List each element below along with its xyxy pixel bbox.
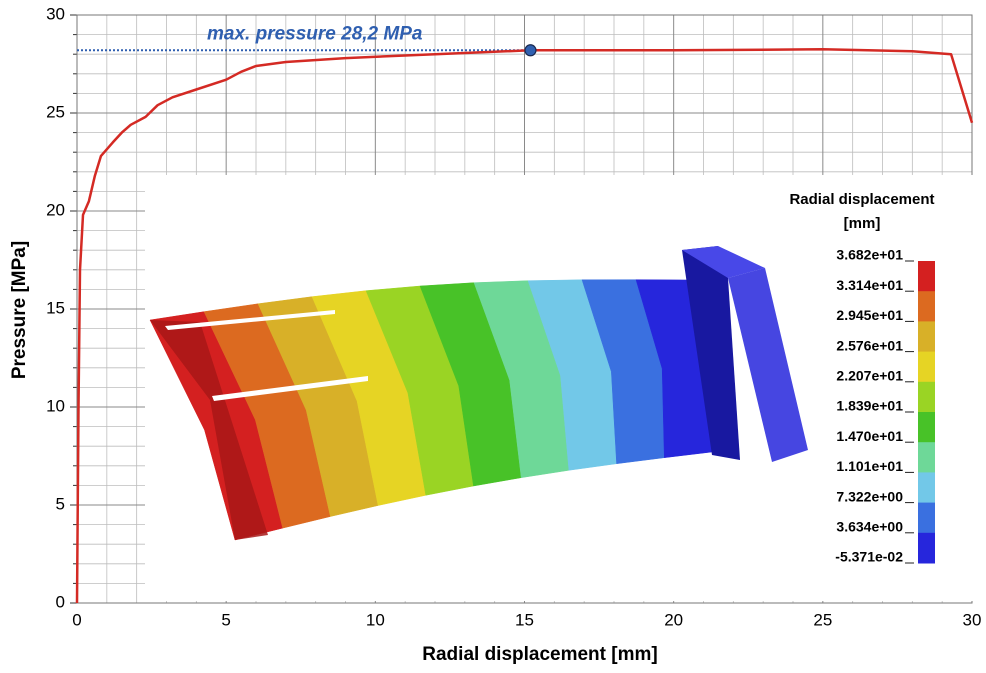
colorbar-segment [918,261,935,292]
colorbar-label: 1.839e+01 [836,398,903,414]
chart: Radial displacement [mm] Pressure [MPa] … [0,0,986,668]
page: Radial displacement [mm] Pressure [MPa] … [0,0,986,673]
colorbar-segment [918,382,935,413]
x-tick-label: 10 [366,610,385,629]
y-axis-label: Pressure [MPa] [9,241,30,379]
colorbar-segment [918,533,935,564]
y-tick-label: 30 [46,4,65,23]
y-tick-label: 0 [56,592,65,611]
y-tick-label: 20 [46,200,65,219]
colorbar-label: 3.634e+00 [836,519,903,535]
y-tick-label: 25 [46,102,65,121]
colorbar-segment [918,412,935,443]
colorbar-unit: [mm] [844,215,881,232]
colorbar-label: 1.470e+01 [836,428,903,444]
y-tick-label: 15 [46,298,65,317]
colorbar-label: 2.207e+01 [836,368,903,384]
annotation-text: max. pressure 28,2 MPa [207,23,423,44]
y-tick-label: 10 [46,396,65,415]
colorbar-label: 7.322e+00 [836,488,903,504]
colorbar-title: Radial displacement [789,191,934,208]
x-tick-label: 5 [221,610,230,629]
colorbar-segment [918,472,935,503]
x-tick-label: 15 [515,610,534,629]
colorbar-label: 2.945e+01 [836,307,903,323]
colorbar-segment [918,352,935,383]
colorbar-segment [918,321,935,352]
colorbar-label: 3.314e+01 [836,277,903,293]
colorbar-segment [918,442,935,473]
fem-inset: Radial displacement [mm] 3.682e+01 3.314e+0… [145,175,985,601]
colorbar-label: 1.101e+01 [836,458,903,474]
colorbar-label: 3.682e+01 [836,247,903,263]
x-tick-label: 20 [664,610,683,629]
max-point [525,45,536,56]
x-tick-label: 0 [72,610,81,629]
colorbar-label: 2.576e+01 [836,337,903,353]
x-axis-label: Radial displacement [mm] [422,644,657,665]
x-tick-label: 25 [813,610,832,629]
colorbar-segment [918,291,935,322]
y-tick-label: 5 [56,494,65,513]
x-tick-label: 30 [963,610,982,629]
colorbar-segment [918,503,935,534]
colorbar-label: -5.371e-02 [835,549,903,565]
